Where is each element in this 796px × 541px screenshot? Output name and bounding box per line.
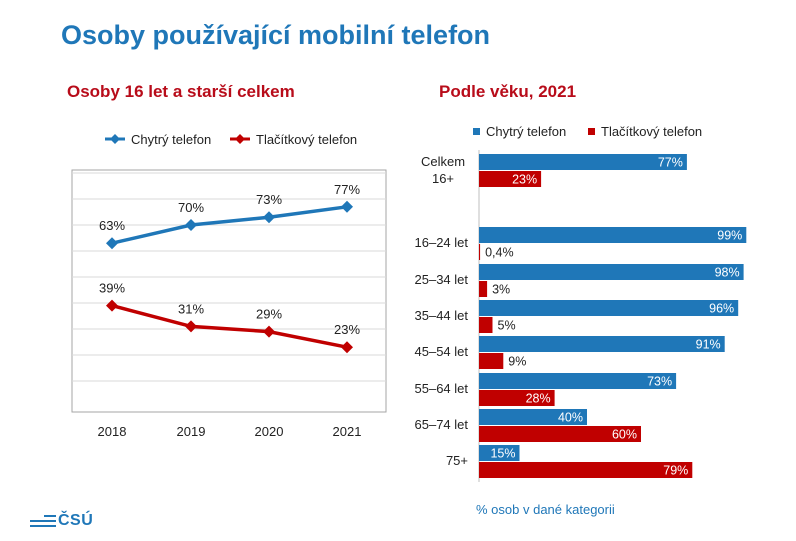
bar-value-label: 79% xyxy=(663,464,688,478)
bar-value-label: 5% xyxy=(498,319,516,333)
smart-phone-bar xyxy=(479,154,687,170)
bar-value-label: 9% xyxy=(508,355,526,369)
logo-text: ČSÚ xyxy=(58,512,93,530)
bar-value-label: 28% xyxy=(526,392,551,406)
category-label: 45–54 let xyxy=(415,344,469,359)
bar-chart: Chytrý telefon Tlačítkový telefon Celkem 16… xyxy=(0,0,796,541)
bar-value-label: 77% xyxy=(658,156,683,170)
bar-value-label: 60% xyxy=(612,428,637,442)
bar-value-label: 91% xyxy=(696,338,721,352)
bar-value-label: 40% xyxy=(558,411,583,425)
button-phone-bar xyxy=(479,353,503,369)
category-label: 16+ xyxy=(432,171,454,186)
legend-label: Chytrý telefon xyxy=(486,124,566,139)
smart-phone-bar xyxy=(479,227,746,243)
bar-value-label: 3% xyxy=(492,283,510,297)
smart-phone-bar xyxy=(479,336,725,352)
category-label: 75+ xyxy=(446,453,468,468)
legend-swatch xyxy=(473,128,480,135)
category-label: 55–64 let xyxy=(415,381,469,396)
button-phone-bar xyxy=(479,244,480,260)
bar-value-label: 73% xyxy=(647,375,672,389)
category-label: Celkem xyxy=(421,154,465,169)
legend-label: Tlačítkový telefon xyxy=(601,124,702,139)
category-label: 65–74 let xyxy=(415,417,469,432)
bar-value-label: 0,4% xyxy=(485,246,513,260)
bar-value-label: 98% xyxy=(715,266,740,280)
category-label: 35–44 let xyxy=(415,308,469,323)
button-phone-bar xyxy=(479,317,493,333)
button-phone-bar xyxy=(479,462,692,478)
bar-value-label: 23% xyxy=(512,173,537,187)
bar-value-label: 15% xyxy=(490,447,515,461)
category-label: 25–34 let xyxy=(415,272,469,287)
smart-phone-bar xyxy=(479,264,744,280)
logo-lines-icon xyxy=(30,514,56,528)
bar-value-label: 96% xyxy=(709,302,734,316)
smart-phone-bar xyxy=(479,300,738,316)
category-label: 16–24 let xyxy=(415,235,469,250)
csu-logo: ČSÚ xyxy=(30,511,93,531)
legend-swatch xyxy=(588,128,595,135)
button-phone-bar xyxy=(479,281,487,297)
footnote: % osob v dané kategorii xyxy=(476,502,615,517)
bar-value-label: 99% xyxy=(717,229,742,243)
